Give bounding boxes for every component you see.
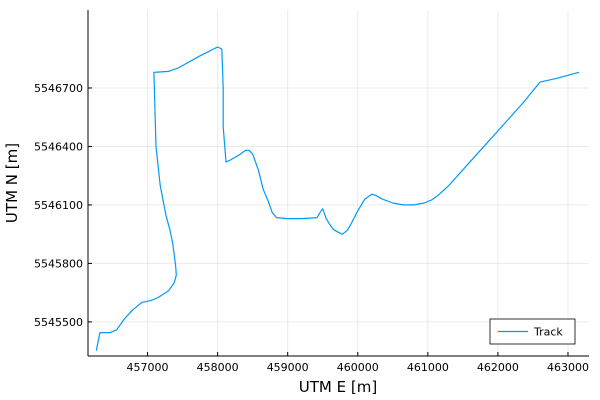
y-axis-label: UTM N [m] — [3, 143, 21, 223]
x-tick-label: 462000 — [477, 361, 519, 374]
y-tick-label: 5546100 — [34, 199, 83, 212]
x-axis-label: UTM E [m] — [299, 378, 377, 396]
y-tick-label: 5545800 — [34, 257, 83, 270]
series-line-track — [95, 46, 580, 351]
y-tick-label: 5546700 — [34, 82, 83, 95]
x-tick-label: 461000 — [407, 361, 449, 374]
legend-label-track: Track — [533, 326, 563, 339]
x-tick-label: 463000 — [547, 361, 589, 374]
y-gridlines — [88, 87, 589, 323]
y-tick-label: 5545500 — [34, 316, 83, 329]
x-tick-label: 460000 — [337, 361, 379, 374]
series-layer — [95, 46, 580, 351]
x-axis-ticks: 457000 458000 459000 460000 461000 462000 4630… — [127, 352, 589, 374]
x-tick-label: 458000 — [197, 361, 239, 374]
x-tick-label: 457000 — [127, 361, 169, 374]
x-tick-label: 459000 — [267, 361, 309, 374]
legend: Track — [489, 318, 576, 345]
y-tick-label: 5546400 — [34, 140, 83, 153]
x-gridlines — [147, 10, 569, 356]
y-axis-ticks: 5545500 5545800 5546100 5546400 5546700 — [34, 82, 92, 329]
